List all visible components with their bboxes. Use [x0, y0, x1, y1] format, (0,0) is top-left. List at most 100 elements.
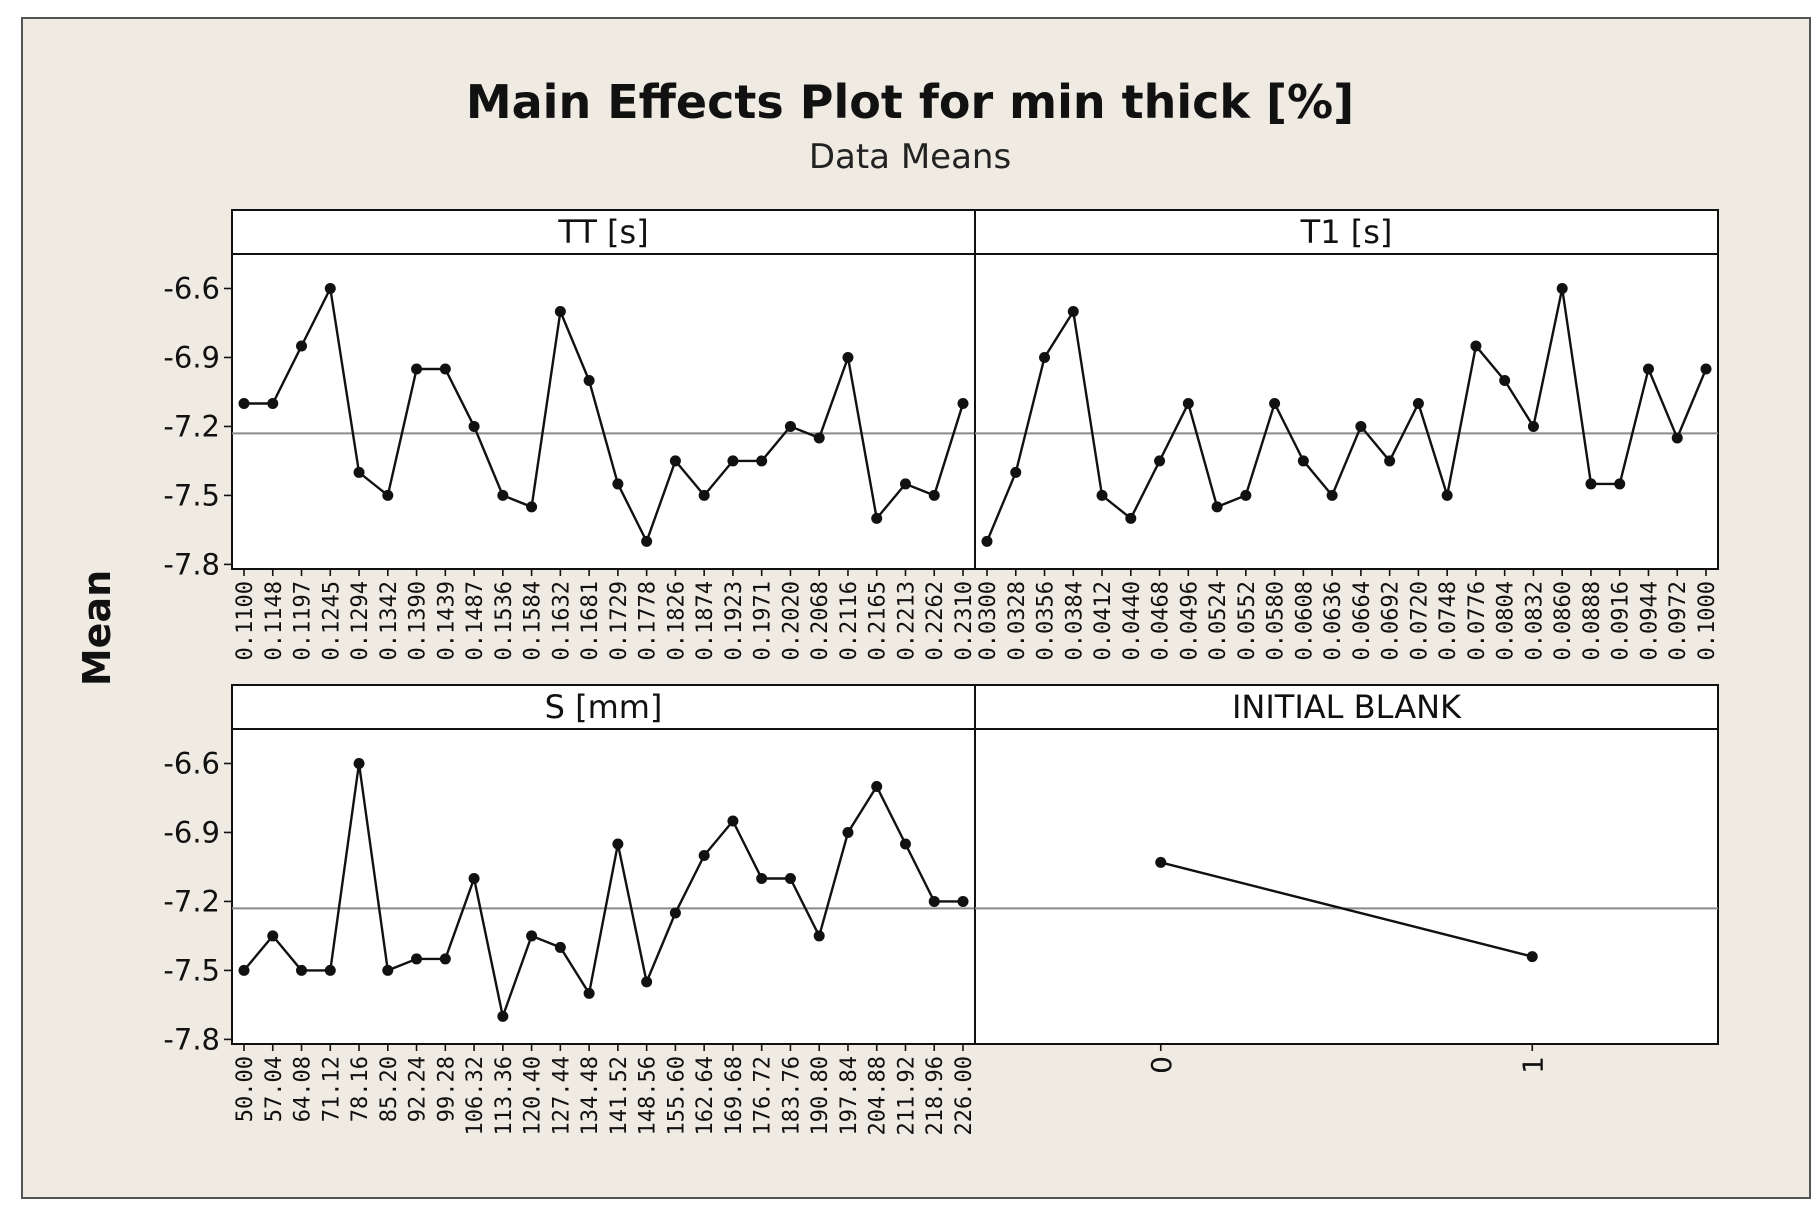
- data-point: [1585, 478, 1597, 490]
- x-tick-label: 0.1000: [1695, 581, 1720, 660]
- data-point: [842, 826, 854, 838]
- data-point: [1642, 363, 1654, 375]
- x-tick-label: 0.0916: [1609, 581, 1634, 660]
- data-point: [526, 501, 538, 513]
- x-tick-label: 0.0888: [1580, 581, 1605, 660]
- data-point: [756, 455, 768, 467]
- x-tick-label: 0.2068: [808, 581, 833, 660]
- y-tick-label: -6.6: [163, 746, 220, 780]
- data-point: [1499, 374, 1511, 386]
- panel-s-mm: S [mm] -6.6 -6.9 -7.2 -7.5 -7.8 50.00 57.04 64.0…: [163, 684, 977, 1135]
- x-tick-label: 0.1245: [319, 581, 344, 660]
- data-point: [641, 535, 653, 547]
- data-point: [1700, 363, 1712, 375]
- data-point: [439, 363, 451, 375]
- x-tick-label: 0.0468: [1149, 581, 1174, 660]
- x-tick-label: 0.0440: [1120, 581, 1145, 660]
- x-tick-label: 0.1439: [434, 581, 459, 660]
- x-tick-label: 0.1874: [693, 581, 718, 660]
- x-tick-label: 78.16: [348, 1056, 373, 1122]
- x-tick-label: 127.44: [549, 1056, 574, 1135]
- x-tick-label: 162.64: [693, 1056, 718, 1135]
- x-tick-label: 1: [1516, 1056, 1549, 1074]
- data-point: [928, 895, 940, 907]
- data-point: [468, 420, 480, 432]
- x-tick-label: 0.2213: [894, 581, 919, 660]
- x-tick-label: 50.00: [233, 1056, 258, 1122]
- y-tick-label: -6.9: [163, 340, 220, 374]
- x-tick-label: 0.1536: [492, 581, 517, 660]
- x-tick-label: 226.00: [952, 1056, 977, 1135]
- x-tick-label: 0.1148: [262, 581, 287, 660]
- data-point: [899, 478, 911, 490]
- x-tick-label: 0.0496: [1177, 581, 1202, 660]
- x-tick-label: 0.2262: [923, 581, 948, 660]
- data-point: [324, 964, 336, 976]
- panel-initial-blank: INITIAL BLANK 0 1: [974, 684, 1719, 1074]
- data-point: [1269, 397, 1281, 409]
- x-tick-label: 0.0748: [1436, 581, 1461, 660]
- x-tick-label: 218.96: [923, 1056, 948, 1135]
- x-tick-label: 0.0356: [1034, 581, 1059, 660]
- data-point: [784, 872, 796, 884]
- x-tick-label: 0.0944: [1637, 581, 1662, 660]
- x-tick-label: 204.88: [866, 1056, 891, 1135]
- data-point: [1125, 512, 1137, 524]
- x-tick-label: 0.1100: [233, 581, 258, 660]
- data-point: [1067, 305, 1079, 317]
- x-tick-label: 0.0692: [1379, 581, 1404, 660]
- data-point: [1527, 420, 1539, 432]
- x-tick-label: 0.1632: [549, 581, 574, 660]
- x-tick-label: 92.24: [406, 1056, 431, 1122]
- x-tick-label: 0.1778: [636, 581, 661, 660]
- data-point: [899, 838, 911, 850]
- data-point: [957, 895, 969, 907]
- data-point: [981, 535, 993, 547]
- x-tick-label: 169.68: [722, 1056, 747, 1135]
- x-tick-label: 106.32: [463, 1056, 488, 1135]
- data-point: [813, 930, 825, 942]
- y-tick-label: -7.5: [163, 478, 220, 512]
- chart-subtitle: Data Means: [809, 137, 1011, 177]
- data-point: [727, 815, 739, 827]
- data-point: [871, 780, 883, 792]
- data-point: [468, 872, 480, 884]
- x-tick-label: 211.92: [894, 1056, 919, 1135]
- data-point: [1470, 340, 1482, 352]
- data-point: [267, 397, 279, 409]
- x-tick-label: 0: [1145, 1056, 1178, 1074]
- data-point: [1526, 951, 1538, 963]
- x-tick-label: 0.2116: [837, 581, 862, 660]
- data-point: [296, 964, 308, 976]
- panel-strip-label: TT [s]: [557, 213, 648, 251]
- data-point: [612, 838, 624, 850]
- data-point: [382, 964, 394, 976]
- x-tick-label: 0.0860: [1551, 581, 1576, 660]
- x-tick-label: 0.0552: [1235, 581, 1260, 660]
- x-tick-label: 0.1197: [291, 581, 316, 660]
- panel-t1-s: T1 [s]0.0300 0.0328 0.0356 0.0384 0.0412 0.04…: [974, 209, 1720, 660]
- data-point: [698, 489, 710, 501]
- x-tick-label: 0.0776: [1465, 581, 1490, 660]
- data-point: [1326, 489, 1338, 501]
- x-tick-label: 0.1923: [722, 581, 747, 660]
- panel-frame: [231, 209, 976, 570]
- panel-strip-label: S [mm]: [545, 688, 663, 726]
- data-point: [1211, 501, 1223, 513]
- x-tick-label: 113.36: [492, 1056, 517, 1135]
- x-tick-label: 64.08: [291, 1056, 316, 1122]
- x-tick-label: 0.1294: [348, 581, 373, 660]
- x-tick-label: 190.80: [808, 1056, 833, 1135]
- data-point: [1412, 397, 1424, 409]
- data-point: [238, 964, 250, 976]
- chart-title: Main Effects Plot for min thick [%]: [466, 75, 1354, 129]
- data-point: [1096, 489, 1108, 501]
- x-tick-label: 0.0608: [1292, 581, 1317, 660]
- data-point: [1556, 282, 1568, 294]
- data-point: [497, 489, 509, 501]
- data-point: [439, 953, 451, 965]
- data-point: [784, 420, 796, 432]
- x-tick-label: 0.0636: [1321, 581, 1346, 660]
- data-point: [1182, 397, 1194, 409]
- data-point: [353, 757, 365, 769]
